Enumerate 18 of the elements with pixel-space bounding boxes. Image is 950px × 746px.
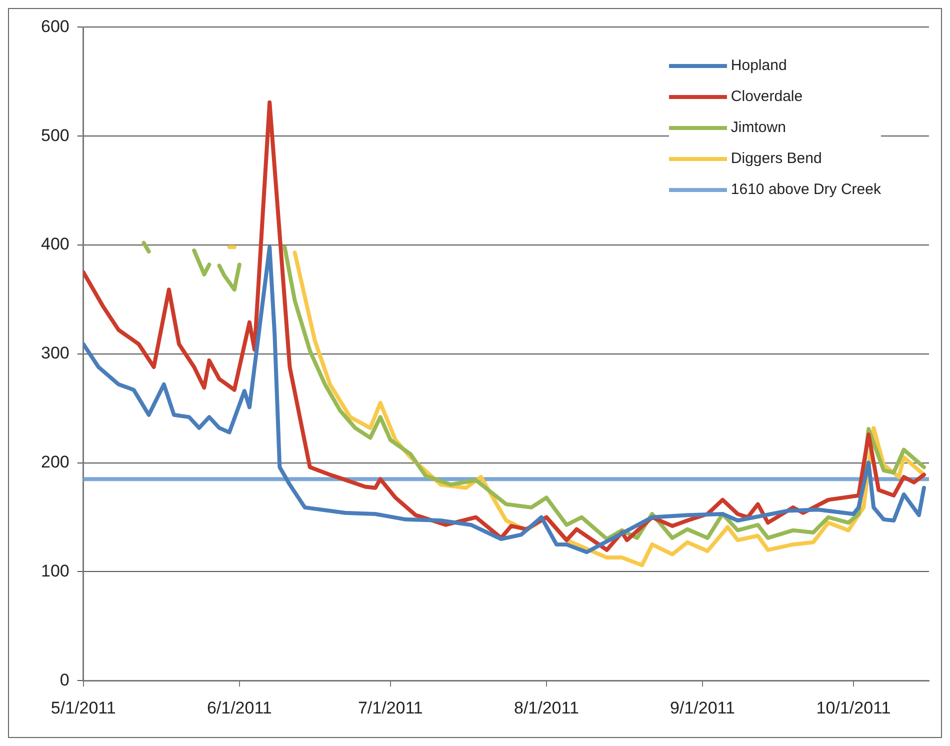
y-tick-label: 100 (40, 561, 70, 580)
x-tick-label: 9/1/2011 (670, 698, 735, 718)
legend-label: Cloverdale (730, 88, 803, 105)
x-tick-label: 8/1/2011 (514, 698, 579, 718)
legend-label: Jimtown (730, 119, 786, 136)
y-tick-label: 300 (40, 344, 70, 363)
y-tick-label: 500 (40, 126, 70, 145)
x-tick-label: 10/1/2011 (816, 698, 891, 718)
y-tick-label: 200 (40, 452, 70, 472)
legend-label: Diggers Bend (730, 150, 822, 167)
y-tick-label: 0 (60, 670, 70, 690)
y-tick-label: 600 (40, 16, 70, 36)
legend-label: Hopland (730, 57, 787, 74)
x-tick-label: 5/1/2011 (50, 698, 116, 718)
x-tick-label: 6/1/2011 (206, 698, 272, 718)
y-tick-label: 400 (40, 234, 70, 254)
legend-label: 1610 above Dry Creek (730, 181, 881, 198)
x-tick-label: 7/1/2011 (358, 698, 423, 718)
